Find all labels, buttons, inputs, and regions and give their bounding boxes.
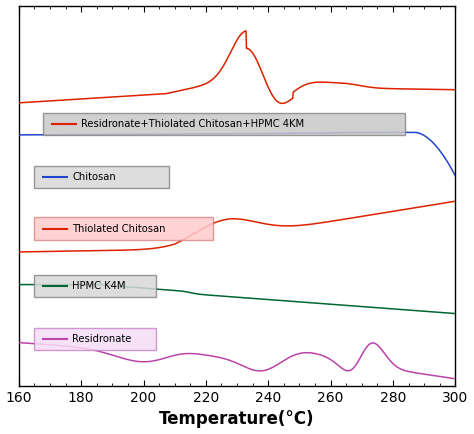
FancyBboxPatch shape [34,166,169,188]
FancyBboxPatch shape [34,217,213,240]
Text: Residronate: Residronate [72,334,131,344]
Text: Chitosan: Chitosan [72,172,116,182]
Text: HPMC K4M: HPMC K4M [72,281,126,291]
FancyBboxPatch shape [43,113,405,135]
X-axis label: Temperature(°C): Temperature(°C) [159,411,315,428]
Text: Thiolated Chitosan: Thiolated Chitosan [72,224,165,233]
Text: Residronate+Thiolated Chitosan+HPMC 4KM: Residronate+Thiolated Chitosan+HPMC 4KM [81,119,304,129]
FancyBboxPatch shape [34,275,156,296]
FancyBboxPatch shape [34,328,156,350]
